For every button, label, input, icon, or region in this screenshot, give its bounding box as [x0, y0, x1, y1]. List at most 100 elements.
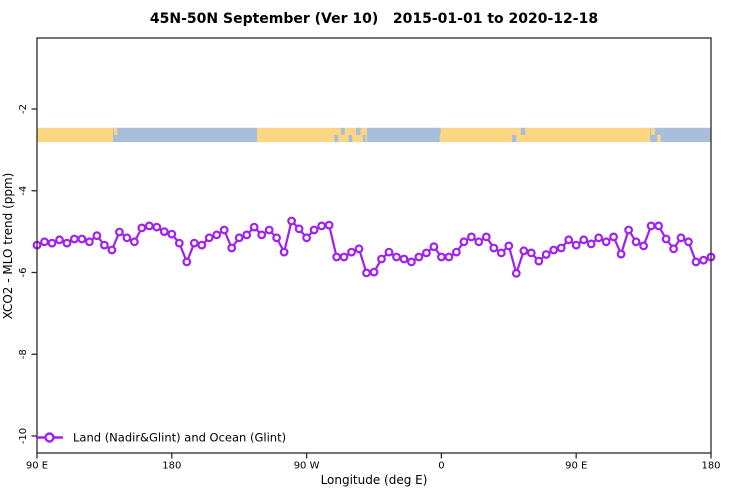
- data-point-marker: [422, 248, 431, 258]
- data-point-marker: [444, 252, 454, 262]
- data-point-marker: [407, 257, 416, 267]
- band-speck-ocean: [341, 127, 345, 135]
- y-tick-label: -2: [18, 104, 29, 114]
- data-point-marker: [302, 233, 312, 243]
- data-point-marker: [234, 233, 244, 243]
- data-point-marker: [212, 230, 222, 240]
- data-point-marker: [624, 225, 633, 235]
- data-point-marker: [564, 235, 574, 245]
- data-point-marker: [69, 234, 79, 244]
- band-speck-land: [657, 134, 661, 143]
- data-point-marker: [92, 231, 102, 241]
- data-point-marker: [699, 255, 708, 265]
- chart-title: 45N-50N September (Ver 10) 2015-01-01 to…: [150, 11, 598, 27]
- band-speck-ocean: [520, 127, 526, 135]
- x-tick-label: 180: [701, 461, 720, 472]
- data-point-marker: [429, 242, 439, 252]
- data-point-marker: [437, 252, 446, 262]
- data-point-marker: [601, 237, 611, 247]
- data-point-marker: [377, 254, 386, 264]
- data-point-marker: [392, 252, 401, 262]
- data-point-marker: [354, 244, 364, 254]
- band-speck-ocean: [437, 127, 441, 135]
- data-series: [32, 216, 716, 278]
- data-point-marker: [152, 222, 162, 232]
- data-point-marker: [144, 221, 154, 231]
- y-tick-label: -4: [18, 186, 29, 196]
- band-segment-land: [37, 127, 113, 143]
- y-tick-label: -10: [18, 428, 29, 444]
- band-segment-ocean: [112, 127, 258, 143]
- data-point-marker: [159, 227, 169, 237]
- data-point-marker: [77, 234, 87, 244]
- data-point-marker: [47, 238, 57, 248]
- data-point-marker: [129, 237, 139, 247]
- data-point-marker: [526, 248, 536, 258]
- data-point-marker: [55, 235, 64, 245]
- y-tick-label: -8: [18, 349, 29, 359]
- data-point-marker: [84, 237, 94, 247]
- data-point-marker: [347, 247, 356, 257]
- data-point-marker: [594, 233, 604, 243]
- data-point-marker: [511, 268, 521, 278]
- data-point-marker: [324, 220, 334, 230]
- data-point-marker: [661, 234, 671, 244]
- legend-label: Land (Nadir&Glint) and Ocean (Glint): [73, 431, 286, 445]
- x-tick-label: 90 W: [294, 461, 320, 472]
- data-point-marker: [62, 238, 72, 248]
- data-point-marker: [369, 267, 379, 277]
- data-point-marker: [362, 268, 371, 278]
- data-point-marker: [616, 249, 626, 259]
- data-point-marker: [586, 239, 596, 249]
- band-speck-ocean: [348, 134, 353, 143]
- band-segment-ocean: [650, 127, 711, 143]
- band-speck-land: [651, 127, 655, 135]
- y-tick-label: -6: [18, 268, 29, 278]
- band-speck-ocean: [362, 134, 366, 143]
- data-point-marker: [474, 237, 484, 247]
- band-speck-ocean: [334, 134, 339, 143]
- y-axis-ticks: -2 -4 -6 -8 -10: [18, 104, 37, 444]
- data-point-marker: [257, 230, 267, 240]
- data-point-marker: [481, 232, 491, 242]
- x-tick-label: 90 E: [26, 461, 48, 472]
- data-point-marker: [114, 227, 124, 237]
- x-tick-label: 90 E: [565, 461, 587, 472]
- data-point-marker: [691, 257, 701, 267]
- band-speck-land: [114, 127, 118, 135]
- legend-open-circle-marker: [44, 432, 55, 443]
- band-speck-ocean: [511, 134, 517, 143]
- data-point-marker: [227, 243, 237, 253]
- data-point-marker: [219, 225, 229, 235]
- data-point-marker: [122, 233, 132, 243]
- data-point-marker: [414, 252, 424, 262]
- band-segment-ocean: [366, 127, 440, 143]
- x-tick-label: 0: [438, 461, 444, 472]
- data-point-marker: [279, 247, 289, 257]
- data-point-marker: [571, 240, 581, 250]
- band-segment-land: [439, 127, 651, 143]
- data-point-marker: [496, 248, 506, 258]
- data-point-marker: [399, 254, 409, 264]
- data-point-marker: [646, 221, 656, 231]
- data-point-marker: [459, 237, 469, 247]
- data-point-marker: [534, 256, 544, 266]
- data-point-marker: [272, 233, 282, 243]
- data-point-marker: [264, 225, 274, 235]
- data-point-marker: [489, 243, 499, 253]
- y-axis-label: XCO2 - MLO trend (ppm): [1, 173, 15, 320]
- band-speck-ocean: [356, 127, 361, 135]
- data-point-marker: [317, 221, 327, 231]
- data-point-marker: [519, 246, 529, 256]
- data-point-marker: [294, 224, 304, 234]
- data-point-marker: [40, 237, 49, 247]
- data-point-marker: [249, 222, 259, 232]
- band-segment-land: [257, 127, 367, 143]
- data-point-marker: [287, 216, 297, 226]
- data-point-marker: [669, 244, 678, 254]
- data-point-marker: [137, 223, 147, 233]
- surface-band: [37, 127, 711, 143]
- data-point-marker: [242, 230, 252, 240]
